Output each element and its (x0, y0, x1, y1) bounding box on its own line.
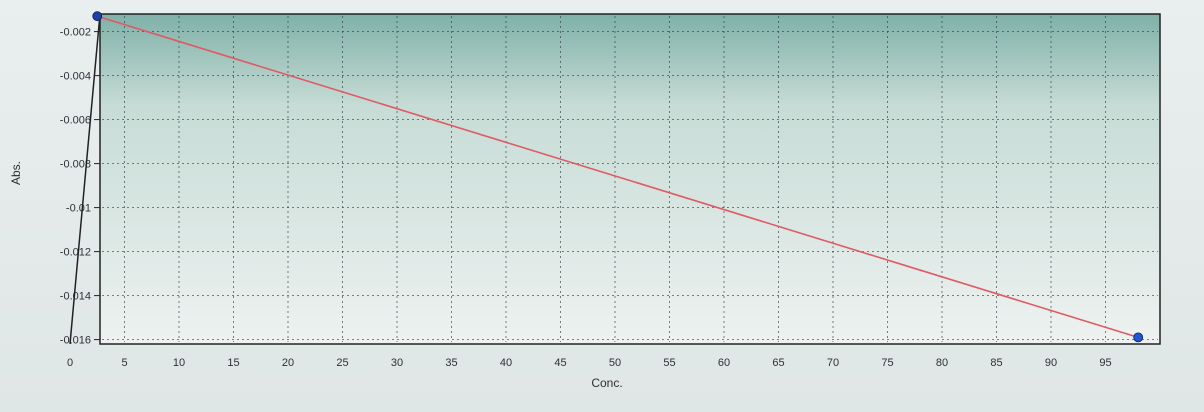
x-axis-title: Conc. (591, 376, 622, 390)
x-tick-label: 0 (67, 357, 73, 369)
x-tick-label: 20 (282, 357, 294, 369)
y-tick-label: -0.004 (60, 71, 91, 83)
marker-layer (92, 11, 1144, 343)
x-tick-label: 25 (336, 357, 348, 369)
data-point (92, 11, 103, 22)
x-tick-label: 65 (772, 357, 784, 369)
x-tick-label: 70 (827, 357, 839, 369)
x-tick-label: 45 (554, 357, 566, 369)
grid-lines (102, 16, 1158, 342)
y-axis-title: Abs. (9, 161, 23, 185)
x-tick-label: 60 (718, 357, 730, 369)
left-frame-edge (69, 13, 101, 345)
x-tick-label: 55 (663, 357, 675, 369)
x-tick-label: 35 (445, 357, 457, 369)
y-tick-label: -0.002 (60, 27, 91, 39)
x-tick-label: 30 (391, 357, 403, 369)
axis-ticks: 0 5 10 15 20 25 30 35 40 45 50 55 60 65 70 75 80 85 90 95 -0… (60, 27, 1112, 369)
y-tick-label: -0.006 (60, 115, 91, 127)
y-tick-label: -0.012 (60, 247, 91, 259)
x-tick-label: 15 (227, 357, 239, 369)
plot-frame (99, 13, 1161, 345)
series-layer (97, 15, 1139, 339)
y-tick-label: -0.01 (66, 203, 91, 215)
series-line (97, 15, 1139, 339)
x-tick-label: 80 (936, 357, 948, 369)
x-tick-label: 75 (881, 357, 893, 369)
y-tick-label: -0.014 (60, 291, 91, 303)
x-tick-label: 90 (1045, 357, 1057, 369)
x-tick-label: 95 (1099, 357, 1111, 369)
x-tick-label: 5 (121, 357, 127, 369)
y-tick-label: -0.016 (60, 335, 91, 347)
x-tick-label: 50 (609, 357, 621, 369)
x-tick-label: 85 (990, 357, 1002, 369)
x-tick-label: 10 (173, 357, 185, 369)
x-tick-label: 40 (500, 357, 512, 369)
data-point (1133, 332, 1144, 343)
y-tick-label: -0.008 (60, 159, 91, 171)
